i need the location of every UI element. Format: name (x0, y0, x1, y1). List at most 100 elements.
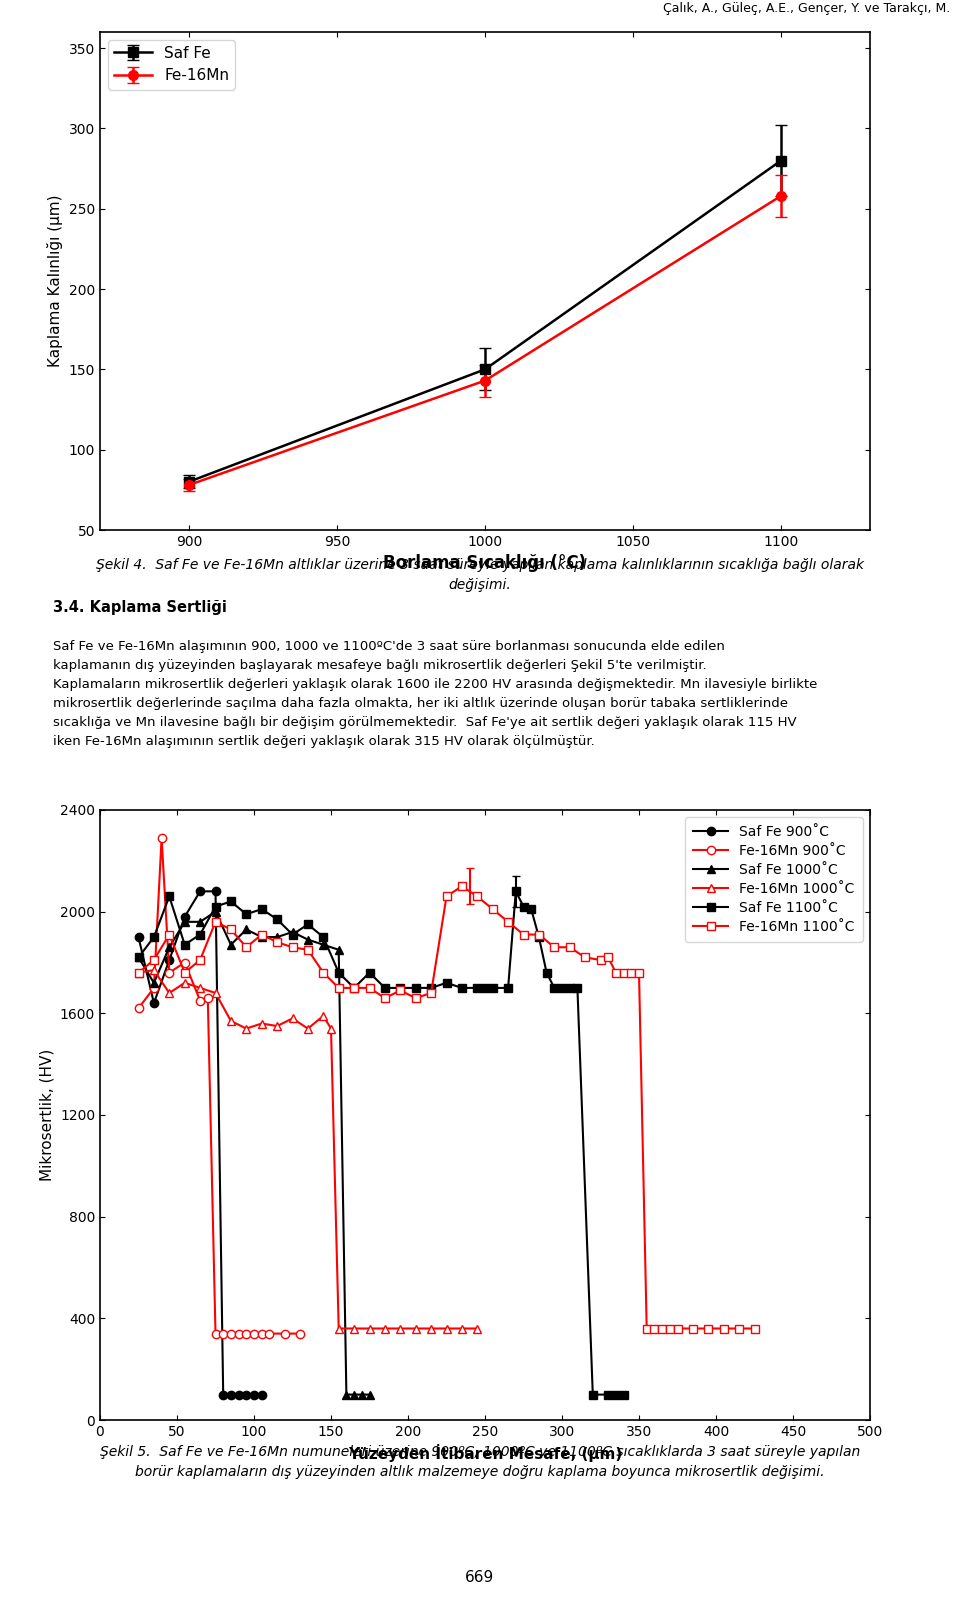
Line: Saf Fe 1000˚C: Saf Fe 1000˚C (134, 907, 373, 1399)
Saf Fe 1100˚C (209, 898, 221, 917)
Saf Fe 1100˚C (364, 962, 375, 982)
Saf Fe 1100˚C (456, 979, 468, 998)
Fe-16Mn 900˚C (163, 962, 175, 982)
Fe-16Mn 900˚C (179, 953, 190, 972)
Fe-16Mn 900˚C (209, 1324, 221, 1344)
Fe-16Mn 1100˚C (132, 962, 144, 982)
Saf Fe 900˚C (249, 1384, 260, 1404)
Saf Fe 1100˚C (510, 881, 521, 901)
Fe-16Mn 1000˚C (325, 1019, 337, 1039)
Fe-16Mn 900˚C (295, 1324, 306, 1344)
Text: 3.4. Kaplama Sertliği: 3.4. Kaplama Sertliği (53, 601, 227, 615)
Saf Fe 1100˚C (618, 1384, 630, 1404)
Fe-16Mn 1100˚C (194, 949, 205, 969)
Fe-16Mn 900˚C (241, 1324, 252, 1344)
Text: 669: 669 (466, 1569, 494, 1586)
Fe-16Mn 1100˚C (364, 979, 375, 998)
Saf Fe 1000˚C (318, 935, 329, 954)
Saf Fe 900˚C (217, 1384, 228, 1404)
Fe-16Mn 900˚C (249, 1324, 260, 1344)
Fe-16Mn 1000˚C (226, 1011, 237, 1031)
Fe-16Mn 1100˚C (618, 962, 630, 982)
Saf Fe 1000˚C (132, 948, 144, 967)
Saf Fe 1000˚C (333, 940, 345, 959)
Fe-16Mn 1100˚C (179, 962, 190, 982)
Text: kaplamanın dış yüzeyinden başlayarak mesafeye bağlı mikrosertlik değerleri Şekil: kaplamanın dış yüzeyinden başlayarak mes… (53, 659, 707, 672)
Fe-16Mn 1100˚C (703, 1319, 714, 1339)
Saf Fe 1100˚C (395, 979, 406, 998)
Saf Fe 1100˚C (540, 962, 552, 982)
Saf Fe 1100˚C (479, 979, 491, 998)
Saf Fe 1100˚C (163, 886, 175, 906)
Fe-16Mn 1100˚C (533, 925, 544, 945)
Legend: Saf Fe, Fe-16Mn: Saf Fe, Fe-16Mn (108, 39, 235, 89)
Saf Fe 1100˚C (611, 1384, 622, 1404)
Saf Fe 1100˚C (517, 898, 529, 917)
Fe-16Mn 1100˚C (209, 912, 221, 932)
X-axis label: Borlama Sıcaklığı (°C): Borlama Sıcaklığı (°C) (383, 555, 587, 573)
Fe-16Mn 1100˚C (641, 1319, 653, 1339)
Saf Fe 1100˚C (441, 974, 452, 993)
Fe-16Mn 1100˚C (672, 1319, 684, 1339)
Fe-16Mn 900˚C (132, 998, 144, 1018)
Fe-16Mn 1000˚C (333, 1319, 345, 1339)
Text: Çalık, A., Güleç, A.E., Gençer, Y. ve Tarakçı, M.: Çalık, A., Güleç, A.E., Gençer, Y. ve Ta… (663, 2, 950, 16)
Fe-16Mn 1000˚C (132, 962, 144, 982)
Fe-16Mn 1100˚C (226, 920, 237, 940)
Saf Fe 1100˚C (287, 925, 299, 945)
Fe-16Mn 1100˚C (579, 948, 590, 967)
Fe-16Mn 1100˚C (410, 988, 421, 1008)
Y-axis label: Mikrosertlik, (HV): Mikrosertlik, (HV) (39, 1048, 55, 1182)
Saf Fe 900˚C (233, 1384, 245, 1404)
Text: değişimi.: değişimi. (448, 578, 512, 592)
Line: Fe-16Mn 900˚C: Fe-16Mn 900˚C (134, 834, 304, 1337)
Fe-16Mn 1000˚C (287, 1008, 299, 1027)
Fe-16Mn 1100˚C (634, 962, 645, 982)
Fe-16Mn 1100˚C (611, 962, 622, 982)
Fe-16Mn 1100˚C (564, 938, 575, 958)
Text: borür kaplamaların dış yüzeyinden altlık malzemeye doğru kaplama boyunca mikrose: borür kaplamaların dış yüzeyinden altlık… (135, 1466, 825, 1479)
Fe-16Mn 1100˚C (302, 940, 314, 959)
Fe-16Mn 900˚C (156, 828, 167, 847)
Line: Fe-16Mn 1000˚C: Fe-16Mn 1000˚C (134, 966, 482, 1332)
Saf Fe 1100˚C (241, 904, 252, 923)
Saf Fe 1000˚C (341, 1384, 352, 1404)
Fe-16Mn 1000˚C (441, 1319, 452, 1339)
Fe-16Mn 1100˚C (502, 912, 514, 932)
Fe-16Mn 1100˚C (163, 925, 175, 945)
Fe-16Mn 900˚C (202, 988, 213, 1008)
Fe-16Mn 1000˚C (179, 974, 190, 993)
Saf Fe 1100˚C (348, 979, 360, 998)
Saf Fe 1000˚C (256, 927, 268, 946)
Saf Fe 1000˚C (163, 938, 175, 958)
Fe-16Mn 1000˚C (209, 984, 221, 1003)
Fe-16Mn 1100˚C (333, 979, 345, 998)
Fe-16Mn 1100˚C (456, 876, 468, 896)
Saf Fe 1000˚C (148, 974, 159, 993)
Saf Fe 1100˚C (425, 979, 437, 998)
Fe-16Mn 900˚C (279, 1324, 291, 1344)
Saf Fe 1100˚C (502, 979, 514, 998)
Saf Fe 1000˚C (194, 912, 205, 932)
Saf Fe 1100˚C (179, 935, 190, 954)
Text: iken Fe-16Mn alaşımının sertlik değeri yaklaşık olarak 315 HV olarak ölçülmüştür: iken Fe-16Mn alaşımının sertlik değeri y… (53, 735, 594, 748)
Saf Fe 1100˚C (571, 979, 583, 998)
Fe-16Mn 1100˚C (287, 938, 299, 958)
Saf Fe 1100˚C (256, 899, 268, 919)
Text: Şekil 4.  Saf Fe ve Fe-16Mn altlıklar üzerine 3 saat süreyle yapılan kaplama kal: Şekil 4. Saf Fe ve Fe-16Mn altlıklar üze… (96, 558, 864, 571)
Text: Saf Fe ve Fe-16Mn alaşımının 900, 1000 ve 1100ºC'de 3 saat süre borlanması sonuc: Saf Fe ve Fe-16Mn alaşımının 900, 1000 v… (53, 639, 725, 652)
Fe-16Mn 1100˚C (471, 886, 483, 906)
Fe-16Mn 1100˚C (603, 948, 614, 967)
Fe-16Mn 900˚C (217, 1324, 228, 1344)
Fe-16Mn 1100˚C (348, 979, 360, 998)
Fe-16Mn 900˚C (194, 992, 205, 1011)
Text: Kaplamaların mikrosertlik değerleri yaklaşık olarak 1600 ile 2200 HV arasında de: Kaplamaların mikrosertlik değerleri yakl… (53, 678, 817, 691)
Saf Fe 1100˚C (487, 979, 498, 998)
Fe-16Mn 1100˚C (517, 925, 529, 945)
Saf Fe 900˚C (148, 993, 159, 1013)
Fe-16Mn 900˚C (226, 1324, 237, 1344)
Saf Fe 1000˚C (241, 920, 252, 940)
Fe-16Mn 1100˚C (626, 962, 637, 982)
Text: mikrosertlik değerlerinde saçılma daha fazla olmakta, her iki altlık üzerinde ol: mikrosertlik değerlerinde saçılma daha f… (53, 696, 788, 709)
Saf Fe 1100˚C (132, 948, 144, 967)
